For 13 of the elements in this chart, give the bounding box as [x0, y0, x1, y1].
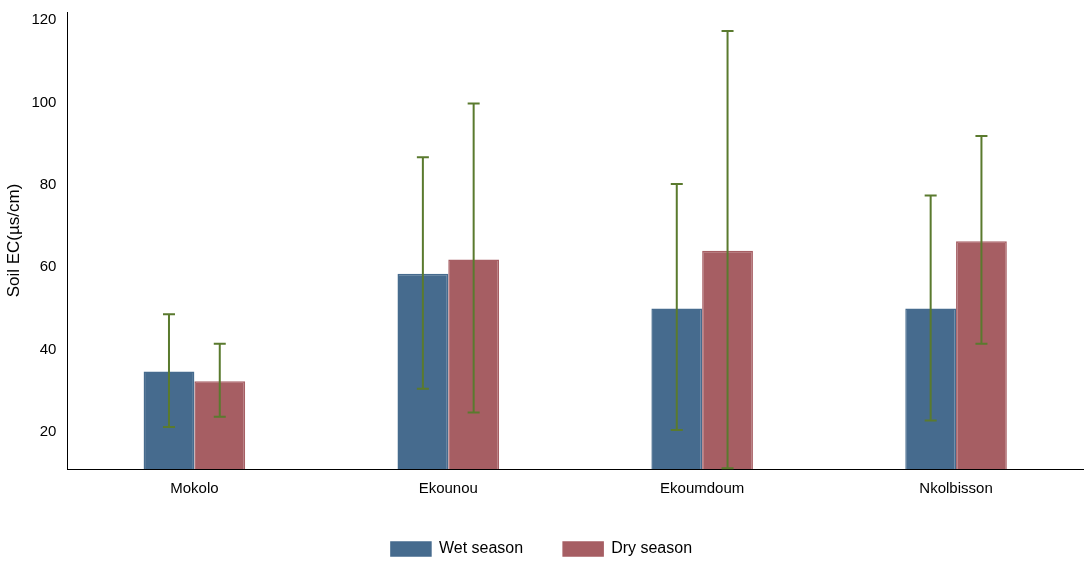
x-tick-label: Nkolbisson: [919, 479, 993, 497]
y-tick-label: 120: [31, 10, 57, 28]
y-tick-label: 100: [31, 92, 57, 110]
legend-label: Dry season: [611, 539, 693, 557]
y-axis-title: Soil EC(µs/cm): [3, 183, 23, 298]
x-tick-label: Ekounou: [418, 479, 478, 497]
y-tick-label: 80: [39, 175, 57, 193]
x-tick-label: Mokolo: [170, 479, 219, 497]
y-tick-label: 60: [39, 257, 57, 275]
y-tick-label: 40: [39, 339, 57, 357]
legend-label: Wet season: [438, 539, 524, 557]
x-tick-label: Ekoumdoum: [660, 479, 745, 497]
y-tick-label: 20: [39, 422, 57, 440]
